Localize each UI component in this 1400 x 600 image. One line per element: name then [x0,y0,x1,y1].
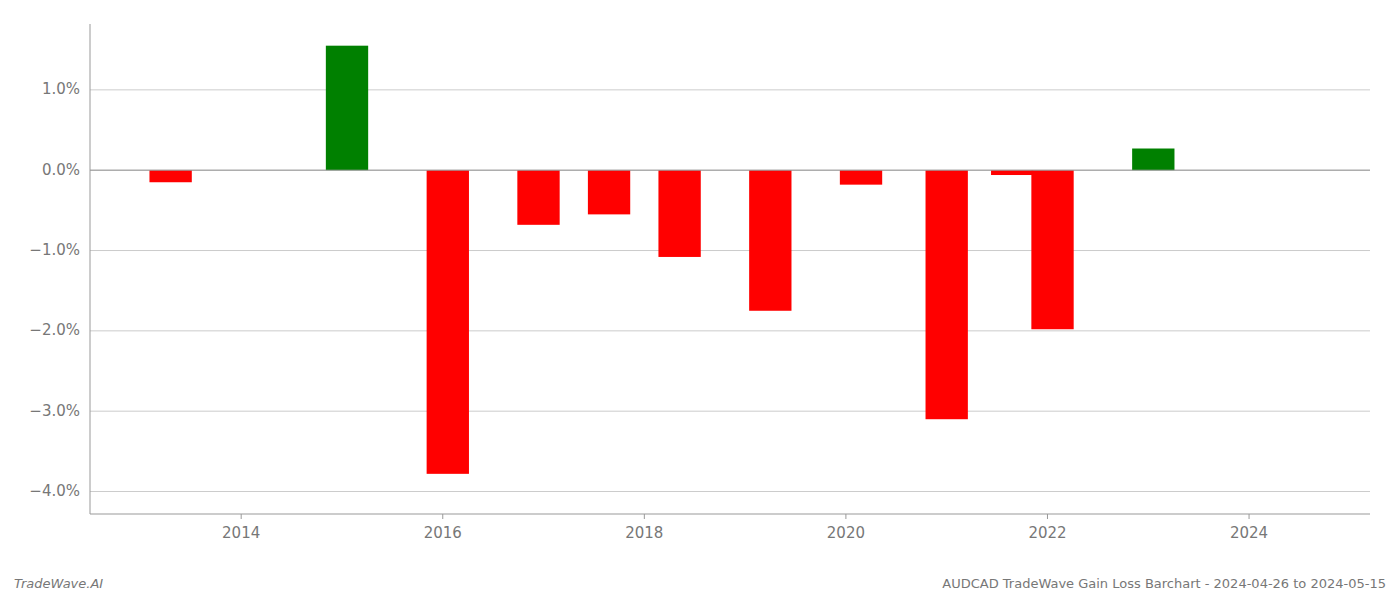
y-tick-label: 1.0% [42,80,80,98]
y-tick-label: −1.0% [29,241,80,259]
bar [149,170,191,182]
x-tick [845,514,846,519]
x-tick [241,514,242,519]
x-tick-label: 2016 [424,524,462,542]
bar [588,170,630,214]
bar [517,170,559,225]
grid-line [90,170,1370,171]
bar [427,170,469,474]
x-tick-label: 2024 [1230,524,1268,542]
x-tick-label: 2020 [827,524,865,542]
chart: −4.0% −3.0% −2.0% −1.0% 0.0% 1.0% 2014 2016 2018… [0,0,1400,600]
bar [926,170,968,419]
y-ticks: −4.0% −3.0% −2.0% −1.0% 0.0% 1.0% [29,80,80,500]
bar [840,170,882,184]
grid-line [90,491,1370,492]
bar [1031,170,1073,329]
x-tick [644,514,645,519]
y-tick-label: −4.0% [29,482,80,500]
y-grid [90,90,1370,492]
x-tick [1047,514,1048,519]
y-tick-label: −2.0% [29,321,80,339]
x-tick [1249,514,1250,519]
footer-left: TradeWave.AI [14,576,103,591]
zero-line [90,170,1370,171]
grid-line [90,411,1370,412]
y-tick-label: −3.0% [29,402,80,420]
x-axis-line [90,514,1370,515]
grid-line [90,89,1370,90]
bar [658,170,700,257]
bar [991,170,1033,175]
x-tick-label: 2022 [1028,524,1066,542]
x-tick-label: 2014 [222,524,260,542]
footer-right: AUDCAD TradeWave Gain Loss Barchart - 20… [942,576,1386,591]
grid-line [90,330,1370,331]
x-ticks: 2014 2016 2018 2020 2022 2024 [222,514,1268,542]
bars [149,46,1174,474]
bar [1132,149,1174,171]
bar [326,46,368,171]
x-tick [442,514,443,519]
y-tick-label: 0.0% [42,161,80,179]
background [0,0,1400,600]
x-tick-label: 2018 [625,524,663,542]
y-axis-line [90,24,91,514]
bar [749,170,791,311]
grid-line [90,250,1370,251]
page: {"chart_data": {"type": "bar", "x": [201… [0,0,1400,600]
